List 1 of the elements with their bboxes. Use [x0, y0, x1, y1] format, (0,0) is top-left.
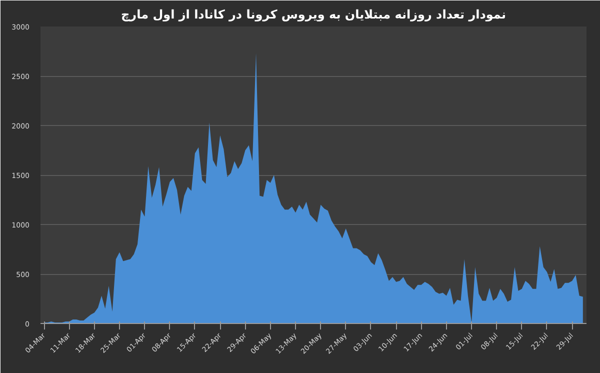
chart-title: نمودار تعداد روزانه مبتلایان به ویروس کرونا در کانادا از اول مارچ — [121, 8, 506, 22]
